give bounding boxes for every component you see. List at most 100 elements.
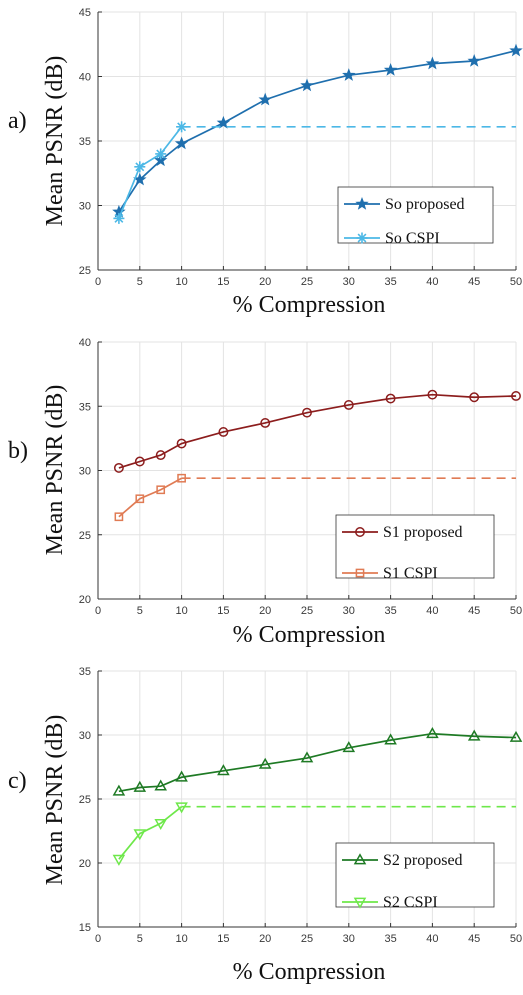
data-point xyxy=(300,751,314,763)
marker-stroke xyxy=(114,213,124,223)
x-tick-label: 10 xyxy=(175,605,187,617)
legend-label: S1 CSPI xyxy=(383,565,438,582)
legend: S1 proposed S1 CSPI xyxy=(335,514,495,582)
legend-label: S2 proposed xyxy=(383,852,463,869)
chart-panel-2: 0 5 10 15 20 25 30 35 40 45 50 20 25 30 35 40 % Compress… xyxy=(8,337,522,648)
data-point xyxy=(175,802,188,814)
y-tick-label: 35 xyxy=(79,136,91,148)
legend-label: So CSPI xyxy=(385,230,440,247)
series-s2-cspi xyxy=(112,802,516,866)
panel-label: b) xyxy=(8,438,28,464)
data-point xyxy=(383,62,398,76)
legend-marker xyxy=(355,196,369,210)
data-point xyxy=(427,389,438,400)
x-tick-label: 50 xyxy=(510,276,522,288)
x-tick-label: 10 xyxy=(175,276,187,288)
x-tick-label: 0 xyxy=(95,933,101,945)
legend-label: So proposed xyxy=(385,196,465,213)
data-point xyxy=(509,43,523,57)
series-so-cspi xyxy=(113,121,516,224)
x-tick-label: 25 xyxy=(301,605,313,617)
data-point xyxy=(342,741,356,753)
x-tick-label: 25 xyxy=(301,933,313,945)
x-tick-label: 5 xyxy=(137,276,143,288)
y-tick-label: 45 xyxy=(79,7,91,19)
data-point xyxy=(134,161,146,173)
x-tick-label: 30 xyxy=(343,933,355,945)
series-line xyxy=(118,126,183,219)
data-point xyxy=(343,400,354,410)
x-tick-label: 35 xyxy=(384,605,396,617)
data-point xyxy=(174,136,189,150)
y-tick-label: 25 xyxy=(79,530,91,542)
panel-label: a) xyxy=(8,108,27,134)
series-s2-proposed xyxy=(112,727,523,796)
legend-box xyxy=(335,514,495,579)
data-point xyxy=(156,485,166,495)
x-axis-label: % Compression xyxy=(233,959,386,985)
data-point xyxy=(425,56,440,70)
data-point xyxy=(426,727,439,739)
marker-stroke xyxy=(357,233,367,243)
legend-label: S1 proposed xyxy=(383,524,463,541)
data-point xyxy=(155,148,167,160)
data-point xyxy=(300,78,314,92)
data-point xyxy=(217,764,230,776)
y-axis-label: Mean PSNR (dB) xyxy=(42,56,68,227)
x-axis-label: % Compression xyxy=(233,292,386,318)
marker-stroke xyxy=(156,149,166,159)
legend-box xyxy=(337,186,494,244)
series-line xyxy=(118,477,183,518)
x-tick-label: 45 xyxy=(468,605,480,617)
legend-marker xyxy=(353,897,367,909)
data-point xyxy=(134,456,145,467)
y-tick-label: 20 xyxy=(79,858,91,870)
legend-label: S2 CSPI xyxy=(383,894,438,911)
data-point xyxy=(216,115,231,129)
y-tick-label: 30 xyxy=(79,201,91,213)
data-point xyxy=(218,427,229,437)
legend-marker xyxy=(353,853,367,865)
y-tick-label: 15 xyxy=(79,922,91,934)
data-point xyxy=(155,450,166,461)
x-tick-label: 40 xyxy=(426,605,438,617)
x-tick-label: 35 xyxy=(384,933,396,945)
x-tick-label: 15 xyxy=(217,276,229,288)
data-point xyxy=(469,392,480,403)
x-tick-label: 50 xyxy=(510,933,522,945)
x-tick-label: 0 xyxy=(95,605,101,617)
data-point xyxy=(467,729,481,741)
series-s1-proposed xyxy=(113,389,521,473)
legend-marker xyxy=(356,232,368,244)
data-point xyxy=(258,92,272,106)
x-tick-label: 40 xyxy=(426,933,438,945)
data-point xyxy=(113,212,125,224)
data-point xyxy=(176,121,188,133)
x-tick-label: 20 xyxy=(259,276,271,288)
y-tick-label: 40 xyxy=(79,337,91,349)
data-point xyxy=(509,730,523,742)
y-tick-label: 25 xyxy=(79,794,91,806)
x-tick-label: 50 xyxy=(510,605,522,617)
panel-label: c) xyxy=(8,768,27,794)
x-tick-label: 30 xyxy=(343,276,355,288)
data-point xyxy=(511,391,521,401)
data-point xyxy=(175,770,188,782)
legend-marker xyxy=(355,527,365,537)
legend: So proposed So CSPI xyxy=(337,186,494,247)
chart-panel-1: 0 5 10 15 20 25 30 35 40 45 50 25 30 35 40 45 % Compress… xyxy=(8,7,523,318)
x-tick-label: 45 xyxy=(468,933,480,945)
y-tick-label: 30 xyxy=(79,730,91,742)
data-point xyxy=(133,829,147,841)
data-point xyxy=(154,818,167,831)
legend-box xyxy=(335,842,495,908)
data-point xyxy=(154,779,167,791)
data-point xyxy=(302,407,312,418)
x-tick-label: 45 xyxy=(468,276,480,288)
data-point xyxy=(342,68,356,81)
x-tick-label: 20 xyxy=(259,605,271,617)
data-point xyxy=(135,494,145,504)
series-line xyxy=(118,806,183,860)
data-point xyxy=(112,854,126,866)
y-tick-label: 40 xyxy=(79,72,91,84)
